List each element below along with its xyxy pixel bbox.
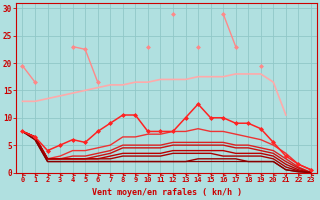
X-axis label: Vent moyen/en rafales ( kn/h ): Vent moyen/en rafales ( kn/h ) — [92, 188, 242, 197]
